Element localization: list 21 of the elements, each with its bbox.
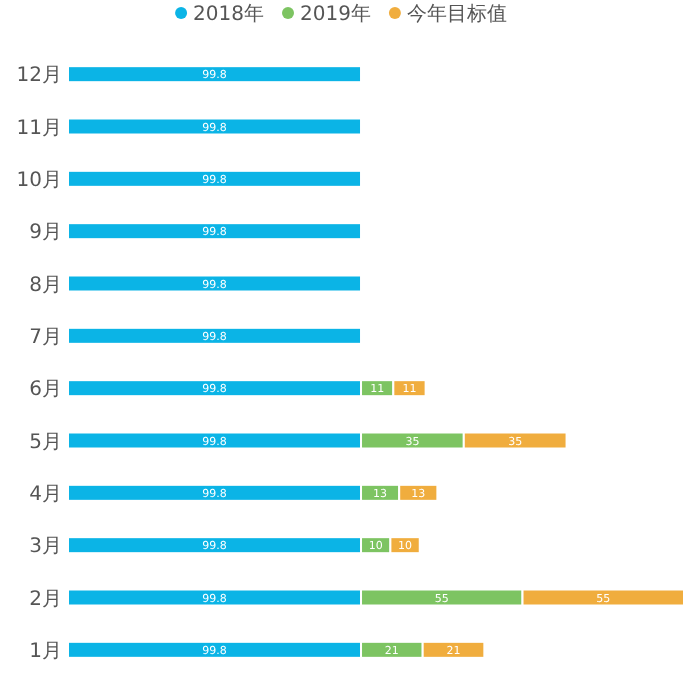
bar	[67, 326, 363, 345]
y-tick-label: 7月	[29, 326, 62, 349]
y-tick-label: 5月	[29, 431, 62, 454]
bar	[67, 65, 363, 84]
y-tick-label: 2月	[29, 588, 62, 611]
y-tick-label: 12月	[16, 65, 62, 88]
y-tick-label: 4月	[29, 483, 62, 506]
y-tick-label: 3月	[29, 536, 62, 559]
bar	[67, 222, 363, 241]
legend-label: 2018年	[193, 2, 264, 26]
y-tick-label: 8月	[29, 274, 62, 297]
legend-label: 今年目标值	[406, 2, 507, 26]
bar	[67, 274, 363, 293]
y-tick-label: 11月	[16, 117, 62, 140]
y-tick-label: 6月	[29, 379, 62, 402]
y-tick-label: 1月	[29, 640, 62, 663]
bar	[67, 117, 363, 136]
y-tick-label: 9月	[29, 222, 62, 245]
bar	[67, 169, 363, 188]
y-tick-label: 10月	[16, 169, 62, 192]
legend-label: 2019年	[300, 2, 371, 26]
